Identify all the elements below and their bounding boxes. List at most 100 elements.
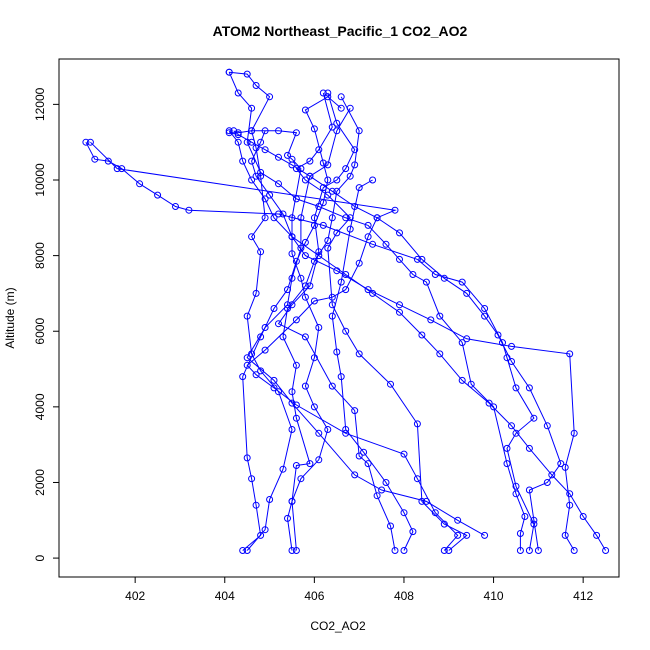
- data-point: [310, 354, 318, 362]
- data-point: [481, 531, 489, 539]
- data-point: [369, 176, 377, 184]
- data-point: [337, 104, 345, 112]
- data-point: [310, 214, 318, 222]
- data-point: [328, 123, 336, 131]
- data-point: [418, 255, 426, 263]
- data-point: [342, 271, 350, 278]
- chart-title: ATOM2 Northeast_Pacific_1 CO2_AO2: [213, 23, 468, 39]
- data-point: [324, 426, 332, 433]
- data-point: [279, 465, 287, 473]
- data-point: [387, 380, 394, 388]
- series-profile: [225, 68, 529, 554]
- data-point: [252, 501, 260, 509]
- data-point: [270, 305, 278, 312]
- data-point: [355, 127, 363, 135]
- data-point: [252, 371, 260, 379]
- data-point: [306, 172, 314, 180]
- series-line: [228, 130, 607, 551]
- data-point: [458, 339, 466, 347]
- series-profile: [82, 138, 538, 554]
- data-point: [387, 522, 394, 530]
- data-point: [248, 233, 256, 241]
- data-point: [310, 125, 318, 133]
- data-point: [467, 380, 475, 388]
- data-point: [257, 333, 265, 341]
- x-tick-label: 404: [215, 589, 235, 603]
- data-point: [351, 203, 359, 210]
- data-point: [118, 165, 126, 173]
- data-point: [525, 384, 533, 392]
- data-point: [440, 520, 448, 528]
- data-point: [530, 414, 538, 422]
- data-point: [481, 305, 489, 312]
- data-point: [525, 547, 533, 554]
- data-point: [342, 327, 350, 335]
- data-point: [292, 165, 300, 173]
- data-point: [369, 289, 377, 297]
- data-point: [257, 172, 265, 180]
- data-point: [270, 384, 278, 392]
- data-point: [239, 547, 247, 554]
- data-point: [275, 153, 282, 161]
- data-point: [288, 250, 296, 258]
- series-layer: [82, 68, 610, 554]
- data-point: [409, 528, 417, 536]
- data-point: [257, 138, 265, 146]
- data-point: [351, 471, 359, 479]
- data-point: [512, 429, 520, 437]
- data-point: [284, 514, 291, 522]
- data-point: [319, 221, 327, 229]
- data-point: [346, 172, 354, 180]
- data-point: [516, 547, 524, 554]
- series-profile: [248, 127, 578, 554]
- data-point: [463, 289, 471, 297]
- data-point: [252, 172, 260, 180]
- data-point: [292, 414, 300, 422]
- data-point: [369, 240, 377, 248]
- data-point: [324, 89, 332, 97]
- data-point: [301, 106, 309, 114]
- data-point: [333, 127, 341, 135]
- data-point: [351, 161, 359, 169]
- data-point: [355, 184, 363, 192]
- data-point: [270, 214, 278, 222]
- series-profile: [328, 176, 417, 554]
- data-point: [512, 482, 520, 490]
- y-tick-label: 6000: [33, 318, 47, 345]
- data-point: [431, 509, 439, 517]
- data-point: [261, 127, 269, 135]
- series-line: [295, 92, 468, 551]
- data-point: [342, 426, 350, 433]
- data-point: [275, 210, 282, 218]
- series-profile: [225, 127, 610, 554]
- data-point: [342, 165, 350, 173]
- data-point: [508, 342, 515, 350]
- data-point: [292, 547, 300, 554]
- data-point: [324, 244, 332, 252]
- data-point: [275, 127, 282, 135]
- x-axis-label: CO2_AO2: [310, 619, 366, 633]
- data-point: [257, 248, 265, 256]
- data-point: [261, 526, 269, 534]
- data-point: [566, 501, 574, 509]
- data-point: [337, 93, 345, 101]
- data-point: [261, 214, 269, 222]
- data-point: [346, 104, 354, 112]
- data-point: [548, 471, 556, 479]
- data-point: [225, 129, 233, 137]
- data-point: [342, 214, 350, 222]
- data-point: [288, 388, 296, 396]
- data-point: [566, 350, 574, 358]
- x-tick-label: 408: [394, 589, 414, 603]
- data-point: [328, 301, 336, 309]
- y-tick-label: 0: [33, 554, 47, 561]
- data-point: [391, 206, 399, 214]
- series-profile: [275, 89, 399, 554]
- data-point: [409, 271, 417, 278]
- data-point: [396, 255, 403, 263]
- data-point: [243, 361, 251, 369]
- series-line: [229, 71, 293, 551]
- data-point: [310, 221, 318, 229]
- data-point: [315, 252, 323, 260]
- data-point: [315, 203, 323, 210]
